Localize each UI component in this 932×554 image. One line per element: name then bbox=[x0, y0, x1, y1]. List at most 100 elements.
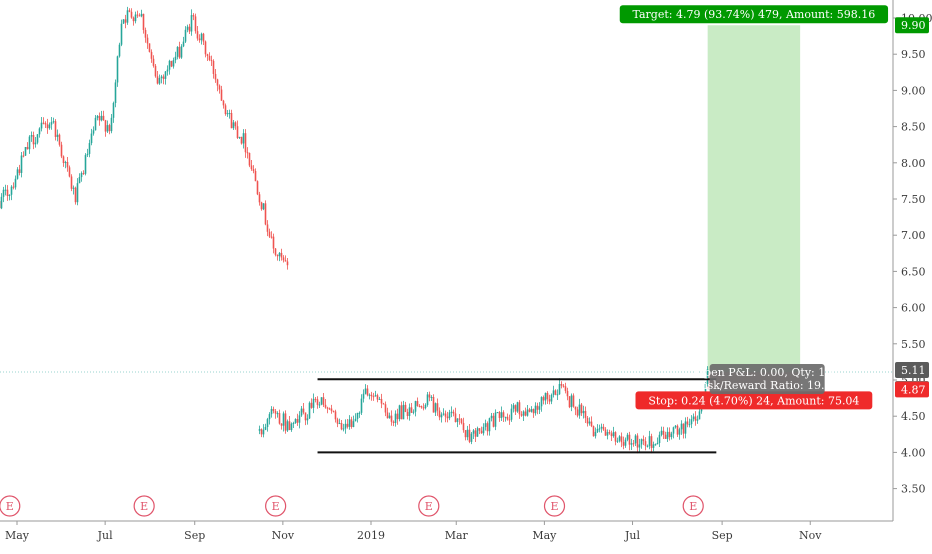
price-2019-candle bbox=[581, 405, 583, 414]
price-2018-candle bbox=[151, 52, 153, 59]
price-2018-candle bbox=[209, 56, 211, 60]
price-2019-candle bbox=[333, 411, 335, 412]
price-2018-candle bbox=[111, 118, 113, 131]
price-2019-candle bbox=[303, 409, 305, 413]
price-2019-candle bbox=[573, 395, 575, 406]
target-zone[interactable] bbox=[708, 25, 800, 372]
price-2019-candle bbox=[321, 397, 323, 404]
price-2019-candle bbox=[431, 397, 433, 398]
price-2019-candle bbox=[609, 432, 611, 433]
y-tick-label: 5.50 bbox=[901, 338, 926, 351]
price-2018-candle bbox=[139, 16, 141, 17]
price-2019-candle bbox=[647, 446, 649, 447]
price-2018-candle bbox=[87, 154, 89, 155]
price-2019-candle bbox=[615, 432, 617, 441]
price-2019-candle bbox=[643, 439, 645, 441]
y-tick-label: 3.50 bbox=[901, 483, 926, 496]
price-2018-candle bbox=[261, 202, 263, 209]
price-2018-candle bbox=[285, 260, 287, 261]
price-2019-candle bbox=[633, 443, 635, 444]
price-2019-candle bbox=[491, 416, 493, 418]
price-2018-candle bbox=[231, 113, 233, 128]
price-2019-candle bbox=[529, 410, 531, 412]
price-2019-candle bbox=[625, 440, 627, 446]
y-tick-label: 8.50 bbox=[901, 121, 926, 134]
price-2019-candle bbox=[311, 403, 313, 408]
price-2019-candle bbox=[521, 414, 523, 415]
price-2018-candle bbox=[65, 162, 67, 163]
price-2019-candle bbox=[479, 428, 481, 431]
price-2019-candle bbox=[533, 409, 535, 413]
price-2019-candle bbox=[325, 405, 327, 408]
price-2018-candle bbox=[75, 188, 77, 202]
price-2019-candle bbox=[497, 412, 499, 413]
price-2019-candle bbox=[449, 412, 451, 418]
price-2018-candle bbox=[1, 197, 3, 208]
price-2019-candle bbox=[663, 431, 665, 435]
price-2019-candle bbox=[603, 427, 605, 430]
price-2019-candle bbox=[513, 405, 515, 409]
price-2019-candle bbox=[267, 419, 269, 427]
price-2019-candle bbox=[669, 432, 671, 437]
price-2019-candle bbox=[377, 395, 379, 399]
price-2019-candle bbox=[269, 414, 271, 419]
price-2019-candle bbox=[415, 401, 417, 412]
price-2019-candle bbox=[401, 405, 403, 419]
price-2019-candle bbox=[661, 431, 663, 435]
price-2019-candle bbox=[395, 414, 397, 423]
price-2019-candle bbox=[487, 423, 489, 431]
price-2019-candle bbox=[475, 430, 477, 436]
price-2019-candle bbox=[687, 421, 689, 424]
price-2019-candle bbox=[637, 436, 639, 448]
price-2018-candle bbox=[7, 190, 9, 196]
y-tick-label: 9.00 bbox=[901, 84, 926, 97]
price-2018-candle bbox=[175, 57, 177, 60]
price-2018-candle bbox=[45, 123, 47, 124]
price-2019-candle bbox=[273, 409, 275, 411]
price-2019-candle bbox=[467, 430, 469, 437]
price-2018-candle bbox=[271, 237, 273, 238]
y-tick-label: 6.50 bbox=[901, 265, 926, 278]
price-2019-candle bbox=[657, 443, 659, 444]
price-2018-candle bbox=[131, 12, 133, 18]
price-2018-candle bbox=[215, 74, 217, 79]
price-2018-candle bbox=[81, 173, 83, 177]
price-2019-candle bbox=[671, 434, 673, 437]
price-2019-candle bbox=[463, 423, 465, 430]
price-2018-candle bbox=[21, 156, 23, 173]
price-2018-candle bbox=[283, 257, 285, 260]
price-2018-candle bbox=[205, 42, 207, 55]
x-tick-label: May bbox=[532, 529, 557, 542]
price-badge-label: 5.11 bbox=[901, 364, 926, 377]
price-2019-candle bbox=[447, 417, 449, 419]
price-2019-candle bbox=[445, 414, 447, 417]
price-2019-candle bbox=[375, 395, 377, 396]
price-2019-candle bbox=[509, 419, 511, 420]
price-2019-candle bbox=[511, 409, 513, 420]
price-2018-candle bbox=[95, 118, 97, 130]
price-2018-candle bbox=[41, 123, 43, 129]
price-2019-candle bbox=[433, 397, 435, 413]
price-2019-candle bbox=[357, 413, 359, 419]
price-2019-candle bbox=[347, 424, 349, 427]
price-2018-candle bbox=[11, 187, 13, 195]
price-2019-candle bbox=[629, 435, 631, 445]
earnings-marker-label: E bbox=[140, 500, 148, 513]
price-2018-candle bbox=[163, 77, 165, 79]
price-2019-candle bbox=[695, 417, 697, 421]
price-2018-candle bbox=[145, 30, 147, 38]
price-2019-candle bbox=[353, 421, 355, 427]
price-2019-candle bbox=[323, 397, 325, 405]
price-2018-candle bbox=[211, 60, 213, 61]
price-2019-candle bbox=[399, 405, 401, 419]
price-2019-candle bbox=[699, 411, 701, 419]
price-2018-candle bbox=[179, 47, 181, 58]
price-2019-candle bbox=[649, 436, 651, 446]
price-2018-candle bbox=[19, 169, 21, 173]
price-2018-candle bbox=[85, 155, 87, 174]
price-2018-candle bbox=[273, 237, 275, 249]
price-2018-candle bbox=[197, 31, 199, 38]
price-2019-candle bbox=[553, 390, 555, 395]
x-tick-label: Nov bbox=[799, 529, 822, 542]
